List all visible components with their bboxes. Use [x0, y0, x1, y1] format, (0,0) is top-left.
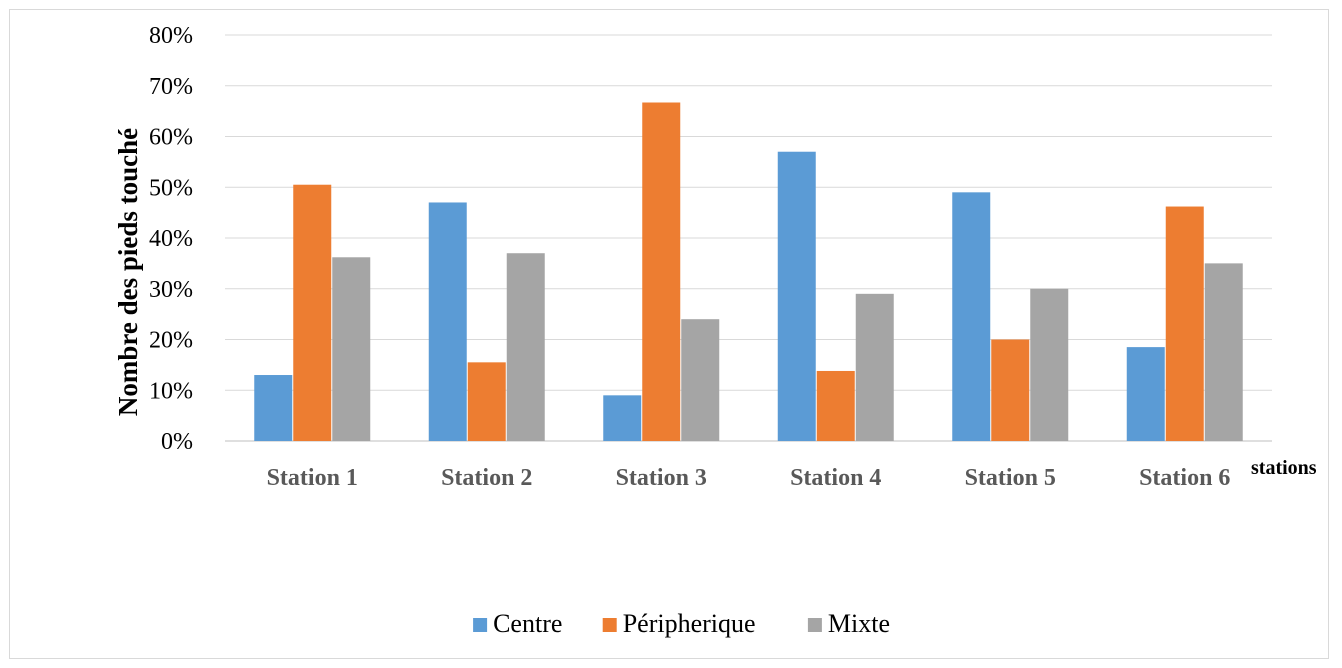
y-tick-label: 20% [149, 328, 193, 354]
bars [254, 102, 1243, 441]
bar-mixte-1 [332, 257, 371, 441]
x-category-label: Station 6 [1139, 465, 1230, 491]
x-category-label: Station 3 [616, 465, 707, 491]
bar-p-ripherique-1 [293, 184, 332, 441]
y-tick-label: 70% [149, 74, 193, 100]
y-tick-label: 50% [149, 175, 193, 201]
legend-label-p-ripherique: Péripherique [623, 609, 756, 638]
bar-centre-6 [1126, 347, 1165, 441]
y-tick-label: 40% [149, 226, 193, 252]
y-tick-label: 0% [161, 429, 193, 455]
bar-p-ripherique-2 [467, 362, 506, 441]
legend-label-centre: Centre [493, 609, 562, 638]
x-category-label: Station 2 [441, 465, 532, 491]
legend-swatch-p-ripherique [602, 618, 617, 632]
bar-mixte-4 [855, 293, 894, 441]
x-category-label: Station 5 [965, 465, 1056, 491]
x-category-label: Station 1 [267, 465, 358, 491]
bar-mixte-2 [506, 253, 545, 441]
y-axis-title: Nombre des pieds touché [113, 128, 143, 416]
y-tick-label: 10% [149, 378, 193, 404]
bar-centre-2 [428, 202, 467, 441]
x-axis-categories: Station 1 Station 2 Station 3 Station 4 Stat… [267, 465, 1231, 491]
legend-swatch-centre [473, 618, 488, 632]
y-axis-ticks: 0% 10% 20% 30% 40% 50% 60% 70% 80% [149, 23, 193, 455]
bar-centre-1 [254, 375, 293, 441]
bar-centre-4 [777, 151, 816, 441]
bar-mixte-3 [681, 319, 720, 441]
bar-mixte-5 [1030, 288, 1069, 441]
bar-p-ripherique-6 [1165, 206, 1204, 441]
legend-label-mixte: Mixte [828, 609, 890, 638]
gridlines [225, 34, 1272, 442]
bar-mixte-6 [1204, 263, 1243, 441]
legend: Centre Péripherique Mixte [473, 609, 890, 638]
bar-p-ripherique-4 [816, 370, 855, 441]
y-tick-label: 60% [149, 125, 193, 151]
y-tick-label: 80% [149, 23, 193, 49]
bar-p-ripherique-3 [642, 102, 681, 441]
x-axis-title: stations [1251, 457, 1317, 479]
y-tick-label: 30% [149, 277, 193, 303]
bar-centre-5 [952, 192, 991, 441]
x-category-label: Station 4 [790, 465, 881, 491]
legend-swatch-mixte [807, 618, 822, 632]
bar-p-ripherique-5 [991, 339, 1030, 441]
bar-centre-3 [603, 395, 642, 441]
